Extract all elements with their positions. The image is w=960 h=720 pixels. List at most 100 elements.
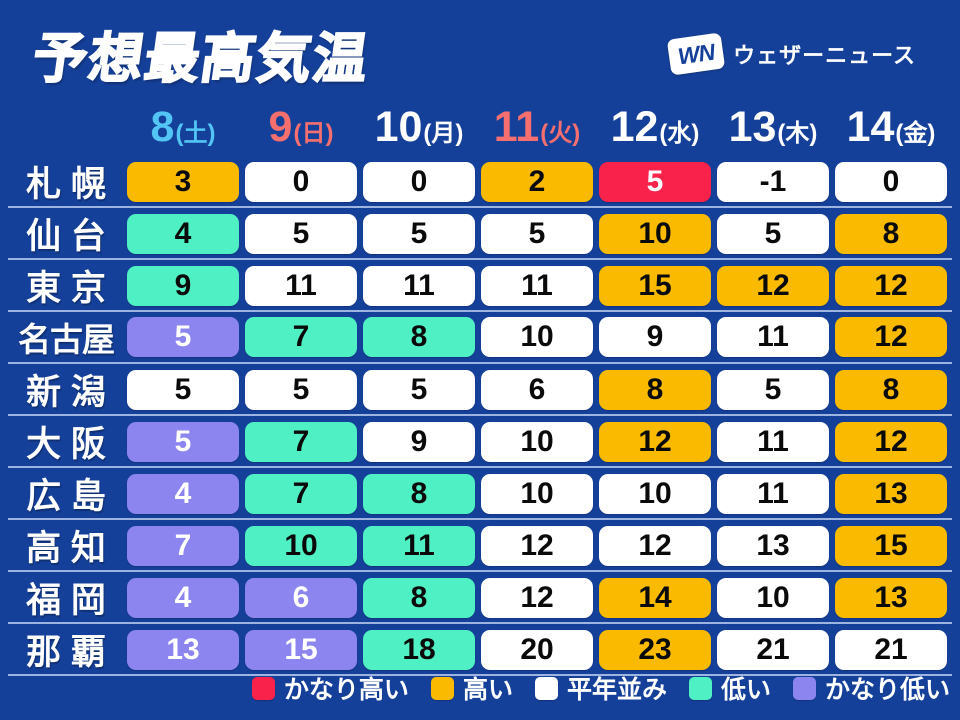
- date-header-10: 10 (月): [360, 103, 478, 152]
- legend-label: 平年並み: [566, 676, 667, 704]
- city-label: 大 阪: [26, 425, 106, 464]
- table-row: 札 幌 3 0 0 2 5 -1 0: [8, 156, 952, 208]
- wn-logo-mark-text: WN: [676, 38, 716, 69]
- temp-cell: 0: [835, 161, 947, 202]
- legend-swatch-low: [688, 676, 712, 700]
- temp-cell: 4: [127, 473, 239, 514]
- weathernews-logo-text: ウェザーニュース: [733, 43, 916, 68]
- legend-swatch-very-high: [251, 676, 275, 700]
- temp-cell: 12: [835, 317, 947, 357]
- temp-cell: 9: [599, 317, 711, 357]
- temp-cell: 4: [127, 213, 239, 254]
- table-row: 高 知 7 10 11 12 12 13 15: [8, 520, 952, 572]
- temp-cell: -1: [717, 161, 829, 202]
- date-weekday: (土): [175, 119, 216, 147]
- date-header-12: 12 (水): [596, 103, 714, 152]
- temp-cell: 23: [599, 629, 711, 670]
- city-label: 新 潟: [26, 373, 106, 412]
- temp-cell: 6: [481, 369, 593, 410]
- date-weekday: (金): [895, 119, 936, 147]
- date-number: 9: [268, 102, 293, 151]
- temp-cell: 10: [481, 473, 593, 514]
- temp-cell: 0: [363, 161, 475, 202]
- date-header-row: 8 (土) 9 (日) 10 (月) 11 (火) 12 (水) 13 (木) 14 (金): [8, 98, 952, 156]
- temp-cell: 18: [363, 629, 475, 670]
- legend-label: かなり高い: [283, 676, 409, 704]
- date-weekday: (月): [423, 119, 464, 147]
- temp-cell: 12: [481, 577, 593, 618]
- temp-cell: 11: [363, 525, 475, 566]
- temp-cell: 5: [245, 213, 357, 254]
- table-row: 福 岡 4 6 8 12 14 10 13: [8, 572, 952, 624]
- temp-cell: 4: [127, 577, 239, 618]
- temp-cell: 8: [835, 213, 947, 254]
- temp-cell: 12: [599, 421, 711, 462]
- date-header-9: 9 (日): [242, 103, 360, 152]
- date-header-8: 8 (土): [124, 103, 242, 152]
- temp-cell: 13: [835, 577, 947, 618]
- temp-cell: 7: [245, 317, 357, 357]
- legend-item-very-high: かなり高い: [251, 670, 409, 706]
- temp-cell: 13: [717, 525, 829, 566]
- temp-cell: 11: [717, 473, 829, 514]
- temp-cell: 5: [127, 317, 239, 357]
- temp-cell: 8: [363, 473, 475, 514]
- date-weekday: (火): [540, 119, 581, 147]
- date-header-11: 11 (火): [478, 103, 596, 152]
- temp-cell: 8: [363, 317, 475, 357]
- temp-cell: 13: [127, 629, 239, 670]
- temp-cell: 5: [599, 161, 711, 202]
- temp-cell: 15: [599, 265, 711, 306]
- table-row: 東 京 9 11 11 11 15 12 12: [8, 260, 952, 312]
- temp-cell: 10: [481, 317, 593, 357]
- date-number: 14: [846, 102, 895, 151]
- temp-cell: 5: [127, 369, 239, 410]
- temp-cell: 12: [835, 421, 947, 462]
- weathernews-logo: WN ウェザーニュース: [666, 32, 916, 76]
- temp-cell: 12: [835, 265, 947, 306]
- table-row: 那 覇 13 15 18 20 23 21 21: [8, 624, 952, 676]
- temp-cell: 21: [835, 629, 947, 670]
- table-row: 仙 台 4 5 5 5 10 5 8: [8, 208, 952, 260]
- temp-cell: 5: [127, 421, 239, 462]
- temp-cell: 14: [599, 577, 711, 618]
- legend: かなり高い 高い 平年並み 低い かなり低い: [251, 670, 950, 706]
- temp-cell: 11: [717, 421, 829, 462]
- temp-cell: 5: [717, 213, 829, 254]
- city-label: 福 岡: [26, 581, 106, 620]
- date-header-14: 14 (金): [832, 103, 950, 152]
- legend-item-normal: 平年並み: [534, 670, 667, 706]
- date-number: 10: [374, 102, 423, 151]
- temp-cell: 5: [481, 213, 593, 254]
- table-body: 札 幌 3 0 0 2 5 -1 0 仙 台 4 5 5 5 10 5 8 東 京 9 11 11 11 15 12 12 名古…: [8, 156, 952, 676]
- temp-cell: 11: [481, 265, 593, 306]
- table-row: 大 阪 5 7 9 10 12 11 12: [8, 416, 952, 468]
- city-label: 札 幌: [26, 165, 106, 204]
- city-label: 高 知: [26, 529, 106, 568]
- city-label: 広 島: [26, 477, 106, 516]
- city-label: 那 覇: [26, 633, 106, 672]
- date-number: 13: [728, 102, 777, 151]
- temp-cell: 5: [363, 213, 475, 254]
- temp-cell: 10: [599, 213, 711, 254]
- temp-cell: 20: [481, 629, 593, 670]
- legend-swatch-normal: [534, 676, 558, 700]
- legend-item-high: 高い: [430, 670, 513, 706]
- legend-label: 低い: [720, 676, 771, 704]
- temp-cell: 3: [127, 161, 239, 202]
- temp-cell: 12: [481, 525, 593, 566]
- date-weekday: (日): [293, 119, 334, 147]
- temp-cell: 11: [245, 265, 357, 306]
- temp-cell: 8: [363, 577, 475, 618]
- temp-cell: 12: [717, 265, 829, 306]
- date-weekday: (水): [659, 119, 700, 147]
- temp-cell: 11: [717, 317, 829, 357]
- temp-cell: 15: [245, 629, 357, 670]
- page-title: 予想最高気温: [28, 28, 374, 90]
- legend-item-low: 低い: [688, 670, 771, 706]
- city-label: 仙 台: [26, 217, 106, 256]
- legend-swatch-very-low: [792, 676, 816, 700]
